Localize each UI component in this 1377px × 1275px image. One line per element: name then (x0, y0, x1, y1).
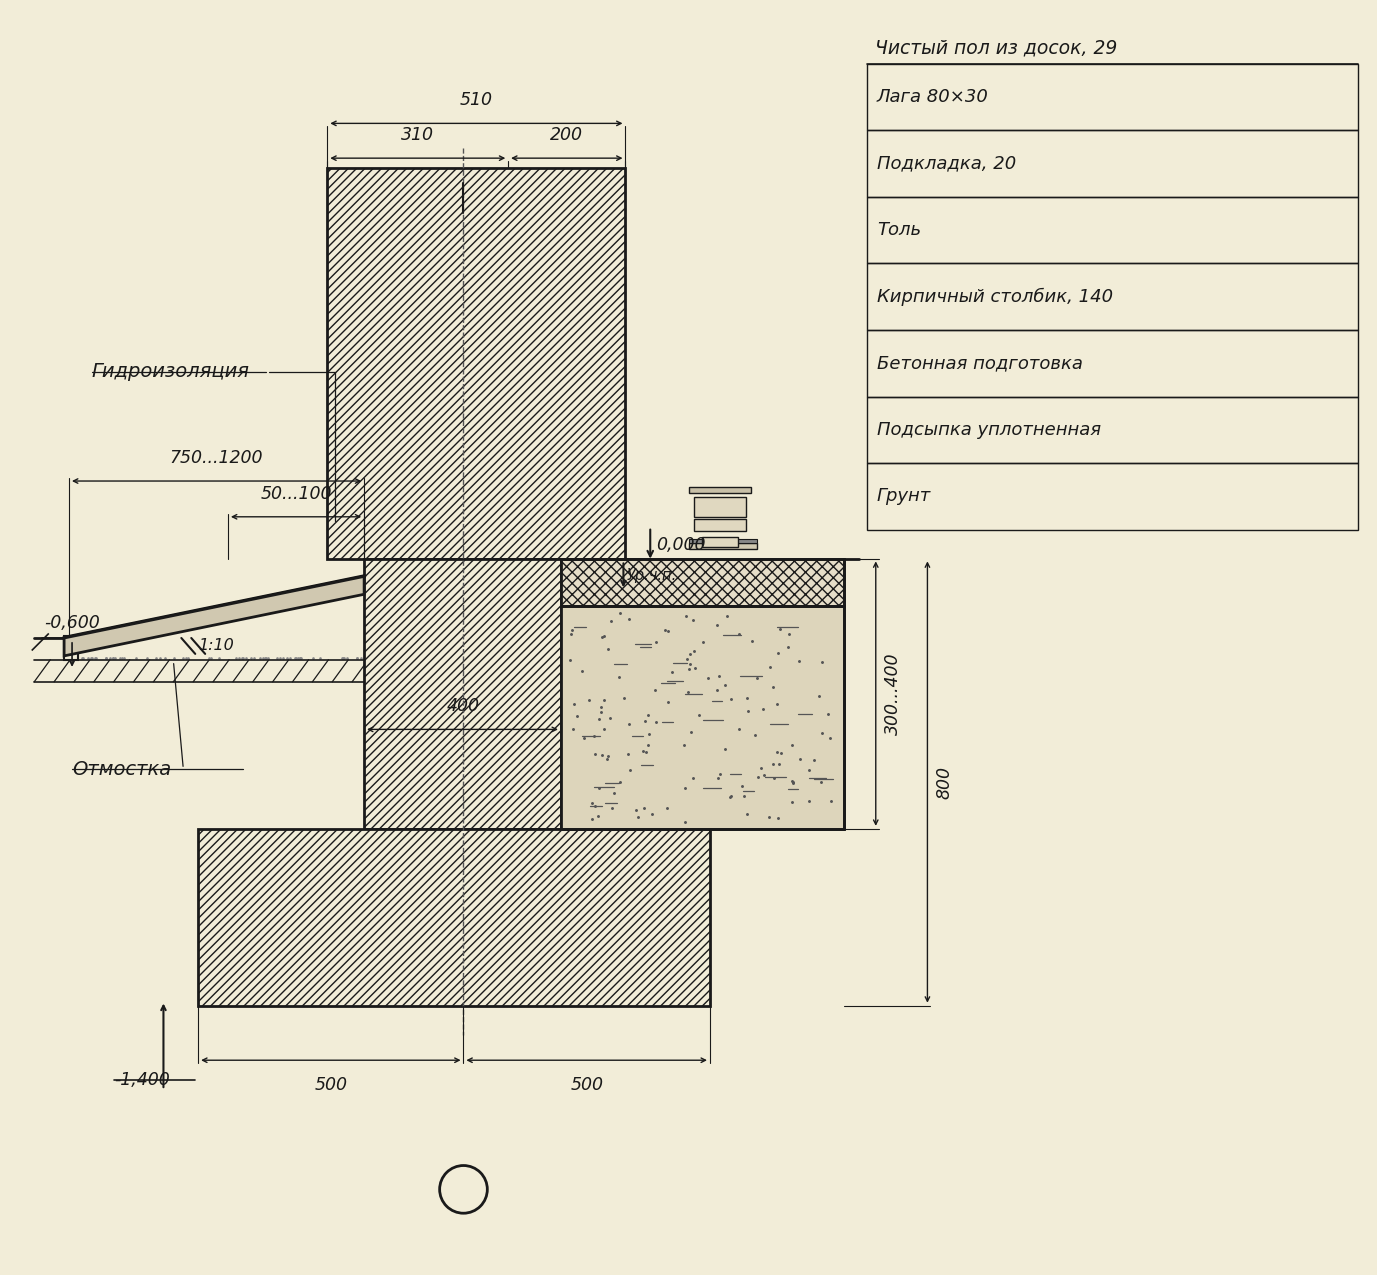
Bar (198, 829, 711, 1006)
Text: Кирпичный столбик, 140: Кирпичный столбик, 140 (877, 288, 1113, 306)
Text: 500: 500 (570, 1076, 603, 1094)
Bar (688, 538, 756, 543)
Bar (868, 463, 1358, 529)
Bar (364, 558, 560, 829)
Bar (868, 64, 1358, 130)
Text: Ур.ч.п.: Ур.ч.п. (627, 569, 676, 584)
Bar (694, 497, 745, 516)
Text: 800: 800 (935, 765, 953, 798)
Bar (702, 537, 738, 547)
Bar (328, 168, 625, 558)
Bar (560, 558, 844, 606)
Text: 310: 310 (401, 126, 434, 144)
Text: Гидроизоляция: Гидроизоляция (92, 362, 249, 381)
Text: Лага 80×30: Лага 80×30 (877, 88, 989, 106)
Text: 50...100: 50...100 (260, 484, 332, 502)
Text: -0,600: -0,600 (44, 615, 101, 632)
Text: -1,400: -1,400 (114, 1071, 169, 1089)
Text: 400: 400 (448, 697, 481, 715)
Bar (65, 636, 78, 660)
Bar (868, 130, 1358, 196)
Bar (688, 543, 756, 548)
Text: 0,000: 0,000 (657, 536, 705, 553)
Text: Толь: Толь (877, 221, 921, 240)
Text: 510: 510 (460, 92, 493, 110)
Bar (868, 196, 1358, 264)
Text: 200: 200 (551, 126, 584, 144)
Text: Отмостка: Отмостка (72, 760, 171, 779)
Text: 750...1200: 750...1200 (169, 449, 263, 467)
Text: Подкладка, 20: Подкладка, 20 (877, 154, 1016, 172)
Text: Подсыпка уплотненная: Подсыпка уплотненная (877, 421, 1100, 439)
Bar (694, 519, 745, 530)
Bar (560, 606, 844, 829)
Bar (868, 397, 1358, 463)
Text: Чистый пол из досок, 29: Чистый пол из досок, 29 (874, 38, 1117, 57)
Bar (868, 330, 1358, 397)
Text: Грунт: Грунт (877, 487, 931, 505)
Text: 300...400: 300...400 (884, 653, 902, 734)
Text: Бетонная подготовка: Бетонная подготовка (877, 354, 1082, 372)
Bar (688, 487, 750, 493)
Text: 500: 500 (314, 1076, 347, 1094)
Text: 1:10: 1:10 (198, 639, 234, 654)
Bar (868, 264, 1358, 330)
Polygon shape (65, 576, 364, 655)
